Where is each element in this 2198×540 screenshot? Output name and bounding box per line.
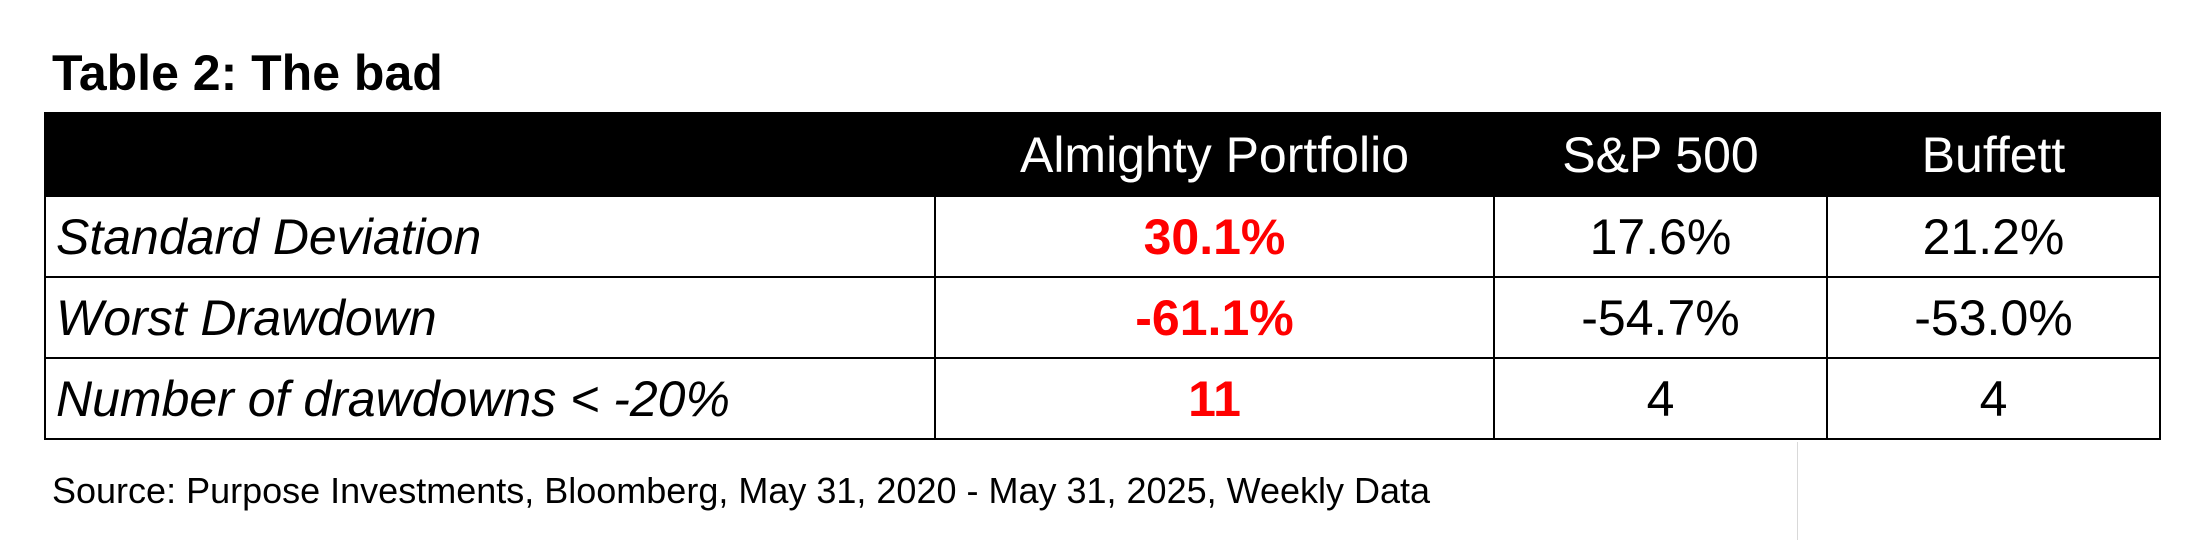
header-cell-sp500: S&P 500 <box>1493 112 1828 197</box>
table-header-row: Almighty Portfolio S&P 500 Buffett <box>44 112 2161 197</box>
comparison-table: Almighty Portfolio S&P 500 Buffett Stand… <box>44 112 2161 440</box>
cell-almighty-value: 30.1% <box>934 195 1495 278</box>
header-cell-empty <box>44 112 936 197</box>
cell-sp500-value: 4 <box>1493 357 1828 440</box>
row-label-standard-deviation: Standard Deviation <box>44 195 936 278</box>
table-row: Worst Drawdown -61.1% -54.7% -53.0% <box>44 276 2161 359</box>
table-title: Table 2: The bad <box>52 45 443 101</box>
cell-buffett-value: 4 <box>1826 357 2161 440</box>
cell-almighty-value: -61.1% <box>934 276 1495 359</box>
faint-divider <box>1797 442 1798 540</box>
cell-buffett-value: -53.0% <box>1826 276 2161 359</box>
table-row: Number of drawdowns < -20% 11 4 4 <box>44 357 2161 440</box>
cell-sp500-value: 17.6% <box>1493 195 1828 278</box>
header-cell-almighty-portfolio: Almighty Portfolio <box>934 112 1495 197</box>
source-note: Source: Purpose Investments, Bloomberg, … <box>52 470 1431 511</box>
cell-buffett-value: 21.2% <box>1826 195 2161 278</box>
row-label-worst-drawdown: Worst Drawdown <box>44 276 936 359</box>
row-label-drawdown-count: Number of drawdowns < -20% <box>44 357 936 440</box>
header-cell-buffett: Buffett <box>1826 112 2161 197</box>
cell-almighty-value: 11 <box>934 357 1495 440</box>
table-row: Standard Deviation 30.1% 17.6% 21.2% <box>44 195 2161 278</box>
cell-sp500-value: -54.7% <box>1493 276 1828 359</box>
